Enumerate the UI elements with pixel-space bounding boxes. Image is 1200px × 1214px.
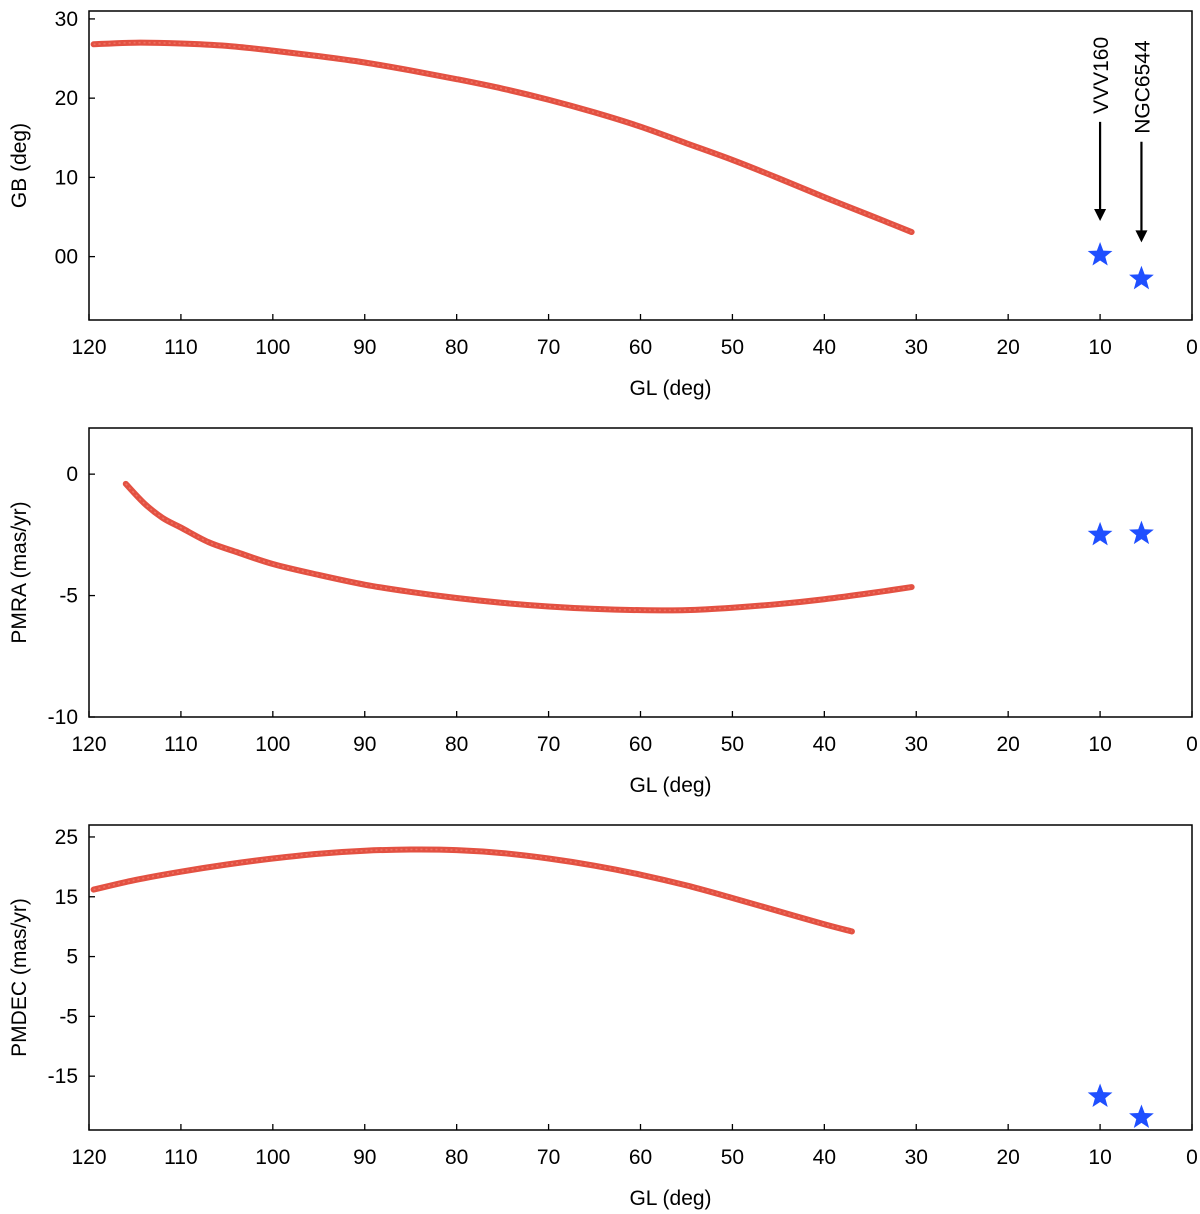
gb-y-tick-label: 20 <box>55 87 78 110</box>
gb-x-tick-label: 80 <box>445 336 468 359</box>
gb-star-marker <box>1129 265 1154 290</box>
pmra-y-tick-label: -10 <box>48 706 78 729</box>
pmdec-stream-curve-texture <box>93 848 853 933</box>
pmra-x-tick-label: 120 <box>71 733 106 756</box>
annotation-label-vvv160: VVV160 <box>1090 37 1113 114</box>
pmdec-stream-curve <box>90 846 855 935</box>
annotation-arrow-head <box>1135 230 1148 243</box>
gb-x-tick-label: 120 <box>71 336 106 359</box>
pmdec-x-tick-label: 70 <box>537 1146 560 1169</box>
pmra-x-tick-label: 70 <box>537 733 560 756</box>
gb-x-tick-label: 90 <box>353 336 376 359</box>
pmra-x-tick-label: 50 <box>721 733 744 756</box>
pmra-x-tick-label: 60 <box>629 733 652 756</box>
gb-y-tick-label: 10 <box>55 166 78 189</box>
pmdec-x-tick-label: 40 <box>813 1146 836 1169</box>
gb-y-tick-label: 00 <box>55 246 78 269</box>
pmra-x-tick-label: 80 <box>445 733 468 756</box>
pmra-star-marker <box>1087 521 1113 546</box>
pmdec-x-tick-label: 30 <box>905 1146 928 1169</box>
pmra-x-tick-label: 90 <box>353 733 376 756</box>
pmra-x-tick-label: 0 <box>1186 733 1198 756</box>
gb-x-tick-label: 30 <box>905 336 928 359</box>
pmdec-panel: 120 110 100 90 80 70 60 50 40 30 20 10 025155-5-15GL… <box>8 824 1198 1210</box>
gb-stream-curve <box>90 39 915 236</box>
gb-star-marker <box>1087 242 1113 266</box>
gb-x-tick-label: 40 <box>813 336 836 359</box>
pmdec-y-tick-label: 15 <box>55 886 78 909</box>
gb-x-tick-label: 70 <box>537 336 560 359</box>
gb-y-axis-label: GB (deg) <box>8 123 31 208</box>
pmdec-y-tick-label: 5 <box>66 946 78 969</box>
pmdec-x-axis-label: GL (deg) <box>629 1187 711 1210</box>
pmdec-y-tick-label: -5 <box>59 1005 78 1028</box>
annotation-arrow-head <box>1094 208 1107 221</box>
pmdec-star-marker <box>1129 1104 1154 1128</box>
gb-x-tick-label: 50 <box>721 336 744 359</box>
pmdec-x-tick-label: 60 <box>629 1146 652 1169</box>
gb-x-tick-label: 10 <box>1088 336 1111 359</box>
gb-x-tick-label: 60 <box>629 336 652 359</box>
pmra-x-tick-label: 10 <box>1088 733 1111 756</box>
pmdec-y-tick-label: 25 <box>55 826 78 849</box>
gb-x-tick-label: 20 <box>996 336 1019 359</box>
pmra-y-axis-label: PMRA (mas/yr) <box>8 501 31 643</box>
pmdec-x-tick-label: 10 <box>1088 1146 1111 1169</box>
pmdec-x-tick-label: 0 <box>1186 1146 1198 1169</box>
gb-plot-frame <box>88 10 1193 321</box>
pmra-stream-curve-texture <box>125 483 912 612</box>
annotation-label-ngc6544: NGC6544 <box>1131 40 1154 134</box>
gb-y-tick-label: 30 <box>55 8 78 31</box>
gb-x-axis-label: GL (deg) <box>629 377 711 400</box>
pmdec-x-tick-label: 100 <box>255 1146 290 1169</box>
pmdec-x-tick-label: 90 <box>353 1146 376 1169</box>
pmra-stream-curve <box>122 480 915 614</box>
pmra-y-tick-label: -5 <box>59 585 78 608</box>
pmra-y-tick-label: 0 <box>66 463 78 486</box>
pmdec-x-tick-label: 120 <box>71 1146 106 1169</box>
pmdec-y-axis-label: PMDEC (mas/yr) <box>8 898 31 1057</box>
pmdec-y-tick-label: -15 <box>48 1065 78 1088</box>
gb-x-tick-label: 0 <box>1186 336 1198 359</box>
gb-x-tick-label: 100 <box>255 336 290 359</box>
gb-x-tick-label: 110 <box>164 336 197 359</box>
pmra-x-tick-label: 20 <box>996 733 1019 756</box>
pmra-x-tick-label: 100 <box>255 733 290 756</box>
gb-stream-curve-texture <box>93 41 912 233</box>
pmdec-x-tick-label: 110 <box>164 1146 197 1169</box>
pmra-x-tick-label: 40 <box>813 733 836 756</box>
pmdec-x-tick-label: 50 <box>721 1146 744 1169</box>
pmra-x-tick-label: 110 <box>164 733 197 756</box>
pmdec-star-marker <box>1087 1083 1113 1108</box>
pmra-plot-frame <box>88 427 1193 718</box>
pmdec-plot-frame <box>88 824 1193 1131</box>
pmra-x-tick-label: 30 <box>905 733 928 756</box>
pmdec-x-tick-label: 80 <box>445 1146 468 1169</box>
pmdec-x-tick-label: 20 <box>996 1146 1019 1169</box>
pmra-star-marker <box>1129 520 1154 545</box>
pmra-x-axis-label: GL (deg) <box>629 774 711 797</box>
